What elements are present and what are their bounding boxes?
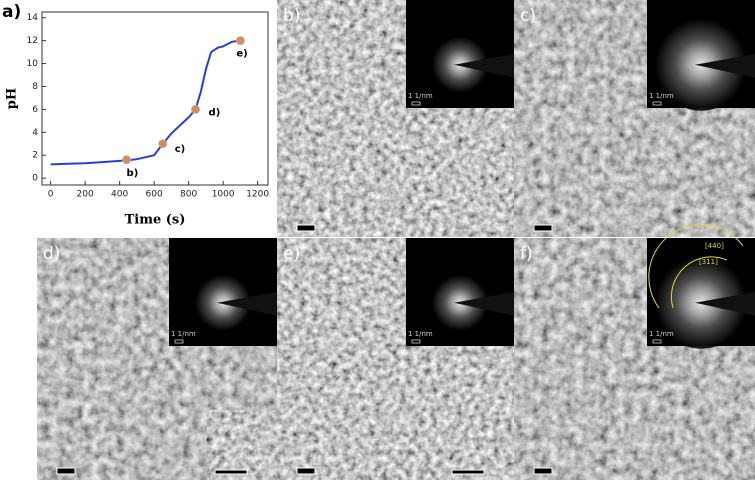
y-tick-label: 10	[27, 59, 39, 69]
panel-label: d)	[43, 244, 60, 264]
scale-bar	[296, 467, 316, 475]
y-tick-label: 4	[32, 128, 38, 138]
tem-panels: b) 1 1/nm c) 1 1/nm d) 1 1/nm e) 1 1/nm f) 1 1/nm…	[36, 0, 755, 481]
beam-stop	[454, 292, 514, 316]
x-tick-label: 400	[111, 190, 128, 200]
scale-bar	[56, 467, 76, 475]
y-tick-label: 14	[27, 13, 39, 23]
inset-scale-bar	[652, 101, 662, 106]
beam-stop	[454, 54, 514, 78]
ring-arc	[648, 224, 744, 309]
inset-scale-bar	[411, 101, 421, 106]
ring-label: [311]	[699, 258, 718, 266]
y-tick-label: 12	[27, 36, 38, 46]
scale-bar	[296, 224, 316, 232]
panel-label: f)	[520, 244, 533, 264]
panel-label: a)	[2, 2, 21, 22]
x-tick-label: 200	[77, 190, 94, 200]
marker	[158, 139, 168, 149]
scale-bar	[533, 224, 553, 232]
panel-label: c)	[520, 6, 536, 26]
marker	[235, 36, 245, 46]
scale-label: 1 1/nm	[408, 92, 433, 100]
ring-arc	[670, 256, 728, 309]
marker-label: d)	[209, 107, 221, 118]
x-tick-label: 1000	[212, 190, 235, 200]
scale-label: 1 1/nm	[649, 330, 674, 338]
x-axis-label: Time (s)	[125, 213, 186, 228]
y-axis-label: pH	[5, 88, 20, 109]
inset-scale-bar	[174, 339, 184, 344]
y-tick-label: 8	[32, 82, 38, 92]
beam-stop	[695, 292, 755, 316]
beam-stop	[695, 54, 755, 78]
x-tick-label: 800	[180, 190, 197, 200]
scale-label: 1 1/nm	[171, 330, 196, 338]
marker-label: c)	[175, 144, 186, 155]
scale-bar	[533, 467, 553, 475]
zoom-scale-bar	[451, 469, 485, 475]
zoom-inset	[443, 409, 515, 481]
zoom-scale-bar	[214, 469, 248, 475]
marker-label: b)	[127, 168, 139, 179]
ph-chart: a) 0 200 400 600 800 1000 1200 0 2 4 6 8 10 12 14 Time (…	[2, 2, 269, 228]
ph-line	[50, 39, 241, 166]
panel-label: b)	[283, 6, 300, 26]
x-tick-label: 1200	[246, 190, 269, 200]
x-tick-label: 0	[48, 190, 54, 200]
y-tick-label: 0	[32, 174, 38, 184]
beam-stop	[217, 292, 277, 316]
y-tick-label: 2	[32, 151, 38, 161]
marker	[122, 155, 132, 165]
x-tick-label: 600	[146, 190, 163, 200]
inset-scale-bar	[652, 339, 662, 344]
panel-label: e)	[283, 244, 300, 264]
plot-frame	[41, 11, 269, 186]
inset-scale-bar	[411, 339, 421, 344]
marker-label: e)	[236, 49, 247, 60]
scale-label: 1 1/nm	[649, 92, 674, 100]
ring-label: [440]	[705, 242, 724, 250]
marker	[191, 104, 201, 114]
scale-label: 1 1/nm	[408, 330, 433, 338]
y-tick-label: 6	[32, 105, 38, 115]
